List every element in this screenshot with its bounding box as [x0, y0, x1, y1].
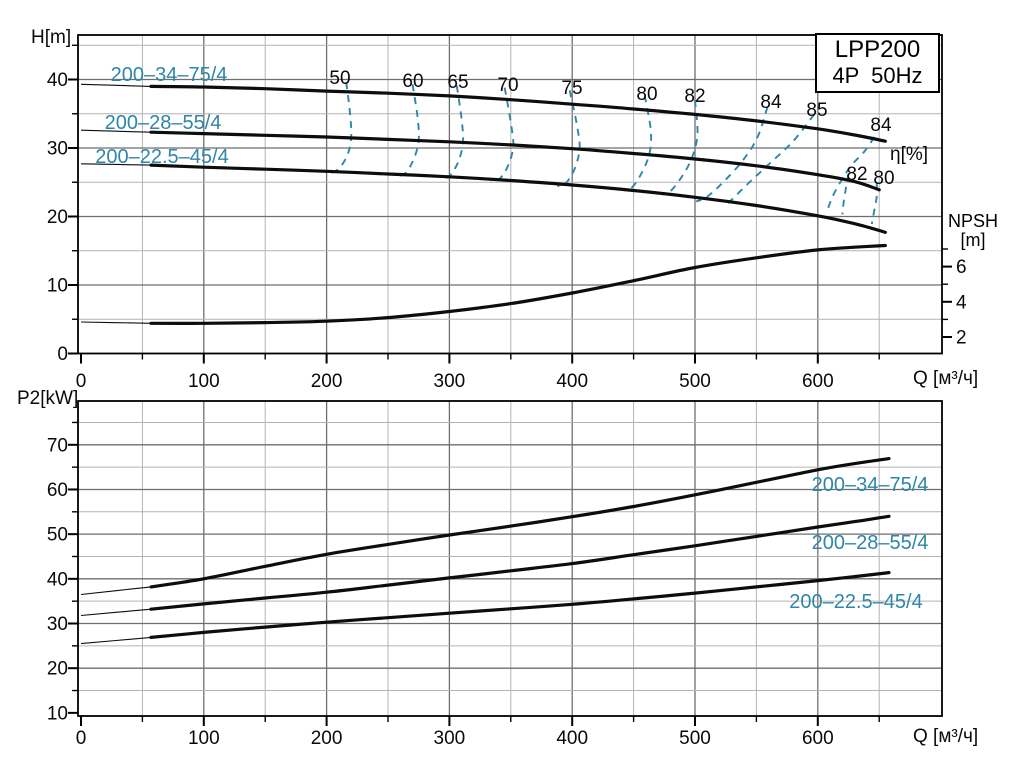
curve-leadin-200–22.5–45/4: [80, 636, 152, 645]
y-tick-label: 40: [47, 70, 68, 91]
pump-model-label: 200–22.5–45/4: [789, 591, 922, 613]
y-tick-label: 40: [47, 569, 68, 590]
x-tick-label: 200: [311, 728, 343, 749]
flow-axis-unit-label-top: Q [м³/ч]: [913, 368, 979, 389]
efficiency-contour-label: 84: [870, 115, 892, 136]
x-tick-label: 300: [434, 371, 466, 392]
npsh-axis: 2 4 6: [942, 248, 967, 349]
y-tick-label: 30: [47, 139, 68, 160]
x-tick-label: 600: [802, 371, 834, 392]
efficiency-contour-label: 82: [684, 86, 705, 107]
npsh-axis-unit-label: NPSH [m]: [941, 212, 1005, 250]
pump-model-label: 200–22.5–45/4: [95, 146, 228, 168]
efficiency-contour-70: [490, 87, 515, 184]
efficiency-contour-84: [695, 106, 769, 203]
curve-leadin-200–28–55/4: [80, 608, 152, 617]
npsh-tick-label: 6: [956, 257, 967, 278]
pump-model-label: 200–34–75/4: [111, 64, 228, 86]
y-tick-label: 20: [47, 207, 68, 228]
curve-leadin-200–34–75/4: [80, 83, 152, 87]
flow-axis-unit-label-bottom: Q [м³/ч]: [913, 726, 979, 747]
head-axis-unit-label: H[m]: [31, 27, 72, 48]
y-tick-label: 50: [47, 525, 68, 546]
x-tick-label: 100: [188, 371, 220, 392]
curve-200–28–55/4: [149, 514, 891, 611]
efficiency-contour-label: 80: [636, 84, 657, 105]
efficiency-contour-65: [440, 85, 465, 181]
x-tick-label: 200: [311, 371, 343, 392]
efficiency-contour-50: [328, 82, 353, 175]
plot-power-vs-flow: 0 100 200 300 400 500 600 10 20 30 40 50 60 70 200–34–…: [47, 400, 943, 749]
plot-border-head-vs-flow: [77, 34, 943, 355]
efficiency-contour-60: [395, 84, 420, 178]
curve-200–22.5–45/4: [149, 163, 887, 234]
x-tick-label: 100: [188, 728, 220, 749]
model-title-box: LPP200 4P 50Hz: [815, 33, 940, 93]
curve-200–34–75/4: [149, 84, 887, 143]
efficiency-unit-label: η[%]: [890, 144, 929, 165]
efficiency-contour-label: 75: [561, 78, 582, 99]
y-tick-label: 10: [47, 276, 68, 297]
curve-leadin-200–22.5–45/4: [80, 163, 152, 166]
plot-border-power-vs-flow: [77, 400, 943, 717]
pump-model-label: 200–34–75/4: [812, 474, 929, 496]
y-tick-label: 0: [57, 344, 68, 365]
x-tick-label: 0: [76, 728, 87, 749]
npsh-tick-label: 4: [956, 292, 967, 313]
efficiency-contour-84: [826, 136, 876, 211]
curve-leadin-200–28–55/4: [80, 129, 152, 133]
power-axis-unit-label: P2[kW]: [17, 388, 79, 409]
efficiency-contour-label: 85: [806, 100, 827, 121]
x-tick-label: 0: [76, 371, 87, 392]
efficiency-contour-85: [722, 113, 815, 208]
efficiency-contour-label: 65: [447, 72, 468, 93]
npsh-axis-unit-line2: [m]: [960, 229, 986, 250]
grid-power-vs-flow: [78, 401, 942, 716]
model-name: LPP200: [834, 36, 921, 64]
npsh-axis-unit-line1: NPSH: [947, 211, 998, 231]
y-tick-label: 20: [47, 659, 68, 680]
model-spec: 4P 50Hz: [832, 63, 923, 89]
x-tick-label: 400: [556, 728, 588, 749]
x-tick-label: 500: [679, 728, 711, 749]
efficiency-contour-80: [623, 95, 653, 192]
x-tick-label: 500: [679, 371, 711, 392]
efficiency-contour-label: 50: [329, 68, 350, 89]
x-tick-label: 400: [556, 371, 588, 392]
efficiency-contour-label: 84: [760, 92, 782, 113]
x-tick-label: 300: [434, 728, 466, 749]
efficiency-contour-label: 80: [873, 168, 894, 189]
y-tick-label: 60: [47, 480, 68, 501]
efficiency-contour-label: 70: [497, 75, 518, 96]
curve-200–22.5–45/4: [149, 571, 891, 639]
curve-NPSH: [149, 243, 887, 325]
pump-model-label: 200–28–55/4: [812, 532, 929, 554]
curve-200–28–55/4: [149, 130, 881, 192]
curve-leadin-200–34–75/4: [80, 586, 152, 596]
curve-leadin-NPSH: [80, 321, 152, 324]
efficiency-contour-82: [661, 100, 699, 196]
pump-model-label: 200–28–55/4: [105, 112, 222, 134]
efficiency-contour-label: 60: [402, 71, 423, 92]
y-tick-label: 10: [47, 703, 68, 724]
y-tick-label: 70: [47, 435, 68, 456]
y-tick-label: 30: [47, 614, 68, 635]
npsh-tick-label: 2: [956, 328, 967, 349]
x-tick-label: 600: [802, 728, 834, 749]
curve-200–34–75/4: [149, 457, 891, 589]
